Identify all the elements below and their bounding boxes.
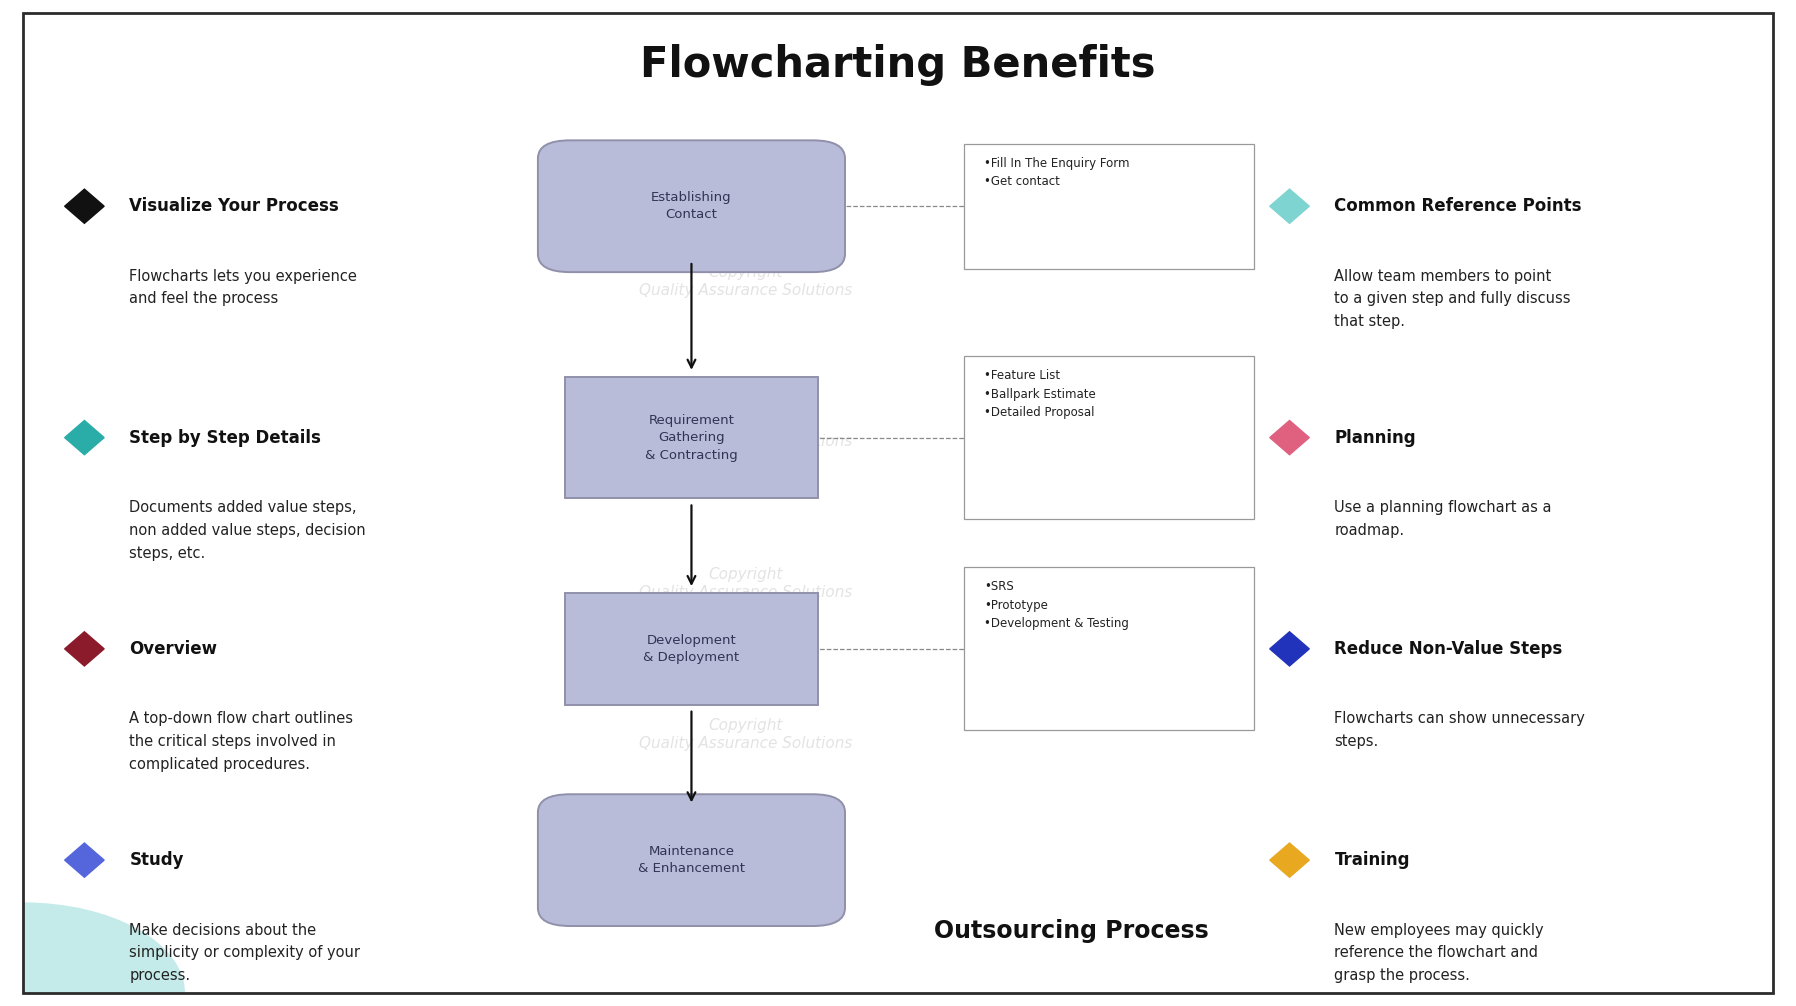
- FancyBboxPatch shape: [564, 377, 817, 499]
- FancyBboxPatch shape: [564, 594, 817, 705]
- Text: Allow team members to point
to a given step and fully discuss
that step.: Allow team members to point to a given s…: [1334, 269, 1572, 329]
- Text: Use a planning flowchart as a
roadmap.: Use a planning flowchart as a roadmap.: [1334, 500, 1552, 538]
- Text: Make decisions about the
simplicity or complexity of your
process.: Make decisions about the simplicity or c…: [129, 923, 361, 983]
- Text: Study: Study: [129, 851, 183, 869]
- Text: Training: Training: [1334, 851, 1410, 869]
- Text: Requirement
Gathering
& Contracting: Requirement Gathering & Contracting: [645, 413, 738, 462]
- Polygon shape: [65, 632, 104, 666]
- Text: New employees may quickly
reference the flowchart and
grasp the process.: New employees may quickly reference the …: [1334, 923, 1545, 983]
- Text: A top-down flow chart outlines
the critical steps involved in
complicated proced: A top-down flow chart outlines the criti…: [129, 711, 354, 772]
- Text: Common Reference Points: Common Reference Points: [1334, 197, 1582, 215]
- Text: Planning: Planning: [1334, 429, 1415, 447]
- Text: Documents added value steps,
non added value steps, decision
steps, etc.: Documents added value steps, non added v…: [129, 500, 366, 560]
- Text: Copyright
Quality Assurance Solutions: Copyright Quality Assurance Solutions: [639, 416, 851, 449]
- FancyBboxPatch shape: [537, 141, 844, 272]
- Text: Reduce Non-Value Steps: Reduce Non-Value Steps: [1334, 640, 1563, 658]
- Text: Copyright
Quality Assurance Solutions: Copyright Quality Assurance Solutions: [639, 718, 851, 750]
- Polygon shape: [1270, 421, 1309, 455]
- Text: Establishing
Contact: Establishing Contact: [652, 191, 731, 221]
- FancyBboxPatch shape: [964, 356, 1254, 519]
- Polygon shape: [1270, 843, 1309, 877]
- FancyBboxPatch shape: [537, 795, 844, 926]
- Text: Flowcharts lets you experience
and feel the process: Flowcharts lets you experience and feel …: [129, 269, 357, 307]
- Polygon shape: [65, 189, 104, 223]
- Text: Outsourcing Process: Outsourcing Process: [934, 918, 1209, 943]
- Text: Flowcharts can show unnecessary
steps.: Flowcharts can show unnecessary steps.: [1334, 711, 1586, 749]
- Text: Copyright
Quality Assurance Solutions: Copyright Quality Assurance Solutions: [639, 266, 851, 298]
- Text: Overview: Overview: [129, 640, 217, 658]
- Text: Visualize Your Process: Visualize Your Process: [129, 197, 339, 215]
- Wedge shape: [23, 902, 185, 993]
- Text: Development
& Deployment: Development & Deployment: [643, 634, 740, 664]
- Text: Maintenance
& Enhancement: Maintenance & Enhancement: [638, 845, 745, 875]
- Polygon shape: [1270, 189, 1309, 223]
- Text: Step by Step Details: Step by Step Details: [129, 429, 321, 447]
- Polygon shape: [65, 421, 104, 455]
- Text: •SRS
•Prototype
•Development & Testing: •SRS •Prototype •Development & Testing: [984, 580, 1130, 631]
- Polygon shape: [1270, 632, 1309, 666]
- Text: •Fill In The Enquiry Form
•Get contact: •Fill In The Enquiry Form •Get contact: [984, 157, 1130, 188]
- Text: Flowcharting Benefits: Flowcharting Benefits: [639, 44, 1157, 87]
- FancyBboxPatch shape: [964, 144, 1254, 269]
- Polygon shape: [65, 843, 104, 877]
- FancyBboxPatch shape: [964, 567, 1254, 730]
- Text: •Feature List
•Ballpark Estimate
•Detailed Proposal: •Feature List •Ballpark Estimate •Detail…: [984, 369, 1096, 420]
- Text: Copyright
Quality Assurance Solutions: Copyright Quality Assurance Solutions: [639, 567, 851, 600]
